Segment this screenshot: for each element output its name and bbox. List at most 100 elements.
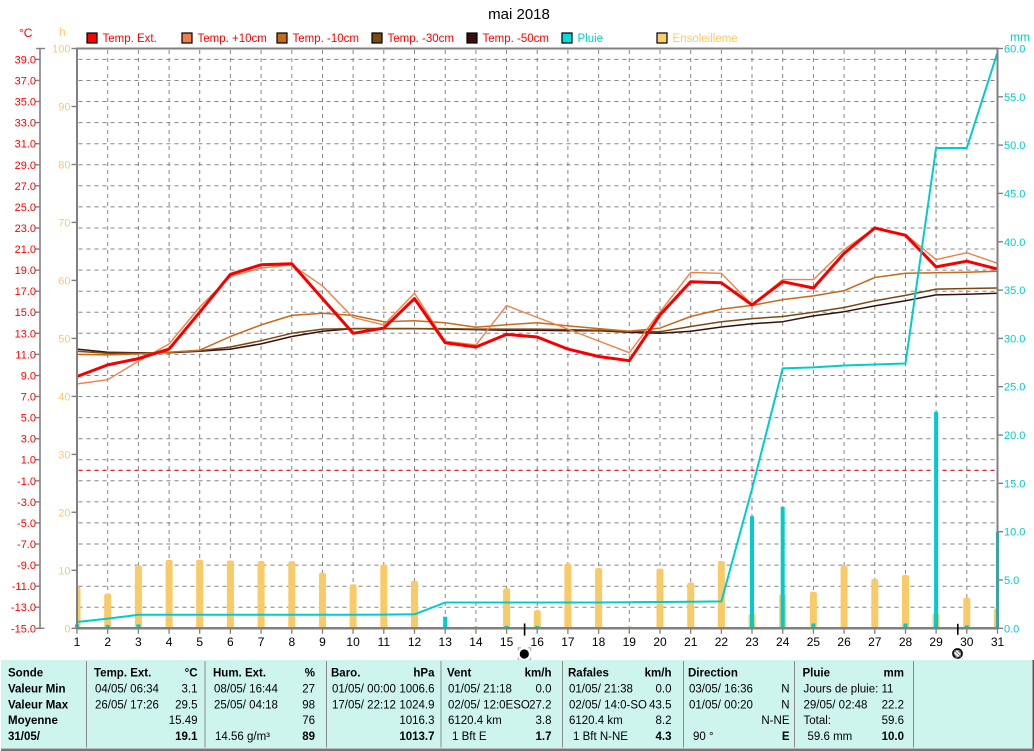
svg-text:01/05/ 21:38: 01/05/ 21:38	[569, 684, 633, 696]
svg-text:7: 7	[258, 635, 265, 649]
svg-text:29.0: 29.0	[15, 160, 36, 172]
svg-text:45.0: 45.0	[1004, 188, 1025, 200]
svg-text:01/05/ 00:00: 01/05/ 00:00	[332, 684, 396, 696]
svg-text:10: 10	[58, 565, 70, 577]
svg-text:01/05/ 21:18: 01/05/ 21:18	[448, 684, 512, 696]
svg-text:50: 50	[58, 333, 70, 345]
svg-text:1016.3: 1016.3	[399, 715, 434, 727]
svg-text:10: 10	[346, 635, 360, 649]
svg-text:3: 3	[135, 635, 142, 649]
svg-text:3.0: 3.0	[21, 434, 36, 446]
svg-text:Temp. Ext.: Temp. Ext.	[103, 33, 157, 45]
svg-text:90 °: 90 °	[693, 731, 714, 743]
svg-text:29.5: 29.5	[175, 700, 197, 712]
svg-text:mm: mm	[1010, 30, 1030, 44]
svg-text:Temp. -30cm: Temp. -30cm	[388, 33, 454, 45]
svg-text:31/05/: 31/05/	[8, 731, 41, 743]
svg-text:17: 17	[561, 635, 575, 649]
svg-text:24: 24	[776, 635, 790, 649]
svg-text:5.0: 5.0	[21, 413, 36, 425]
svg-text:E: E	[782, 731, 790, 743]
svg-text:40: 40	[58, 391, 70, 403]
svg-text:8.2: 8.2	[656, 715, 672, 727]
svg-text:0.0: 0.0	[656, 684, 672, 696]
svg-text:h: h	[59, 25, 66, 39]
svg-text:23.0: 23.0	[15, 223, 36, 235]
svg-text:25/05/ 04:18: 25/05/ 04:18	[214, 700, 278, 712]
svg-text:N-NE: N-NE	[761, 715, 789, 727]
svg-text:0.0: 0.0	[1004, 623, 1019, 635]
svg-text:11.0: 11.0	[15, 349, 36, 361]
svg-text:29: 29	[929, 635, 943, 649]
svg-text:6120.4 km: 6120.4 km	[569, 715, 623, 727]
svg-text:9.0: 9.0	[21, 371, 36, 383]
svg-text:-13.0: -13.0	[11, 602, 36, 614]
svg-text:Temp. -10cm: Temp. -10cm	[293, 33, 359, 45]
svg-text:1 Bft E: 1 Bft E	[452, 731, 487, 743]
svg-text:19: 19	[623, 635, 637, 649]
svg-text:9: 9	[319, 635, 326, 649]
svg-text:25: 25	[807, 635, 821, 649]
svg-text:6: 6	[227, 635, 234, 649]
svg-text:Total:: Total:	[804, 715, 832, 727]
svg-text:28: 28	[899, 635, 913, 649]
svg-text:°C: °C	[19, 26, 33, 40]
svg-text:37.0: 37.0	[15, 76, 36, 88]
svg-text:13.0: 13.0	[15, 328, 36, 340]
svg-text:100: 100	[52, 44, 70, 56]
svg-text:6120.4 km: 6120.4 km	[448, 715, 502, 727]
svg-text:Sonde: Sonde	[8, 668, 43, 680]
svg-text:30: 30	[960, 635, 974, 649]
svg-text:-7.0: -7.0	[17, 539, 36, 551]
svg-text:23: 23	[745, 635, 759, 649]
svg-text:59.6 mm: 59.6 mm	[808, 731, 853, 743]
svg-text:7.0: 7.0	[21, 392, 36, 404]
svg-text:16: 16	[531, 635, 545, 649]
svg-text:30: 30	[58, 449, 70, 461]
svg-text:14.56 g/m³: 14.56 g/m³	[215, 731, 270, 743]
svg-text:°C: °C	[185, 668, 198, 680]
svg-text:Pluie: Pluie	[803, 668, 830, 680]
svg-text:55.0: 55.0	[1004, 92, 1025, 104]
svg-text:80: 80	[58, 160, 70, 172]
svg-text:mai 2018: mai 2018	[488, 6, 550, 23]
svg-text:35.0: 35.0	[1004, 285, 1025, 297]
svg-text:5: 5	[196, 635, 203, 649]
svg-text:-3.0: -3.0	[17, 497, 36, 509]
svg-text:13: 13	[439, 635, 453, 649]
svg-text:43.5: 43.5	[649, 700, 671, 712]
svg-text:1006.6: 1006.6	[399, 684, 434, 696]
svg-text:70: 70	[58, 217, 70, 229]
svg-text:27: 27	[302, 684, 315, 696]
svg-text:Temp. -50cm: Temp. -50cm	[483, 33, 549, 45]
svg-text:33.0: 33.0	[15, 118, 36, 130]
svg-text:15.0: 15.0	[15, 307, 36, 319]
svg-text:1013.7: 1013.7	[399, 731, 434, 743]
svg-text:Ensoleilleme: Ensoleilleme	[673, 33, 738, 45]
svg-text:3.1: 3.1	[182, 684, 198, 696]
svg-text:-15.0: -15.0	[11, 623, 36, 635]
svg-text:1 Bft N-NE: 1 Bft N-NE	[573, 731, 628, 743]
svg-text:98: 98	[302, 700, 315, 712]
svg-text:-1.0: -1.0	[17, 476, 36, 488]
svg-text:30.0: 30.0	[1004, 333, 1025, 345]
svg-text:15.49: 15.49	[169, 715, 198, 727]
svg-text:02/05/ 12:0ESO: 02/05/ 12:0ESO	[448, 700, 530, 712]
svg-text:Temp. Ext.: Temp. Ext.	[94, 668, 151, 680]
svg-text:31.0: 31.0	[15, 139, 36, 151]
svg-text:1024.9: 1024.9	[399, 700, 434, 712]
svg-text:1: 1	[74, 635, 81, 649]
svg-text:Temp. +10cm: Temp. +10cm	[198, 33, 267, 45]
svg-text:Valeur Max: Valeur Max	[8, 700, 69, 712]
svg-text:Moyenne: Moyenne	[8, 715, 58, 727]
svg-text:Rafales: Rafales	[568, 668, 609, 680]
svg-text:26/05/ 17:26: 26/05/ 17:26	[95, 700, 159, 712]
svg-text:2: 2	[104, 635, 111, 649]
svg-text:50.0: 50.0	[1004, 140, 1025, 152]
svg-text:19.1: 19.1	[175, 731, 198, 743]
svg-text:km/h: km/h	[525, 668, 552, 680]
svg-text:Hum. Ext.: Hum. Ext.	[213, 668, 266, 680]
svg-text:60.0: 60.0	[1004, 44, 1025, 56]
svg-text:10.0: 10.0	[882, 731, 904, 743]
svg-text:N: N	[781, 684, 789, 696]
